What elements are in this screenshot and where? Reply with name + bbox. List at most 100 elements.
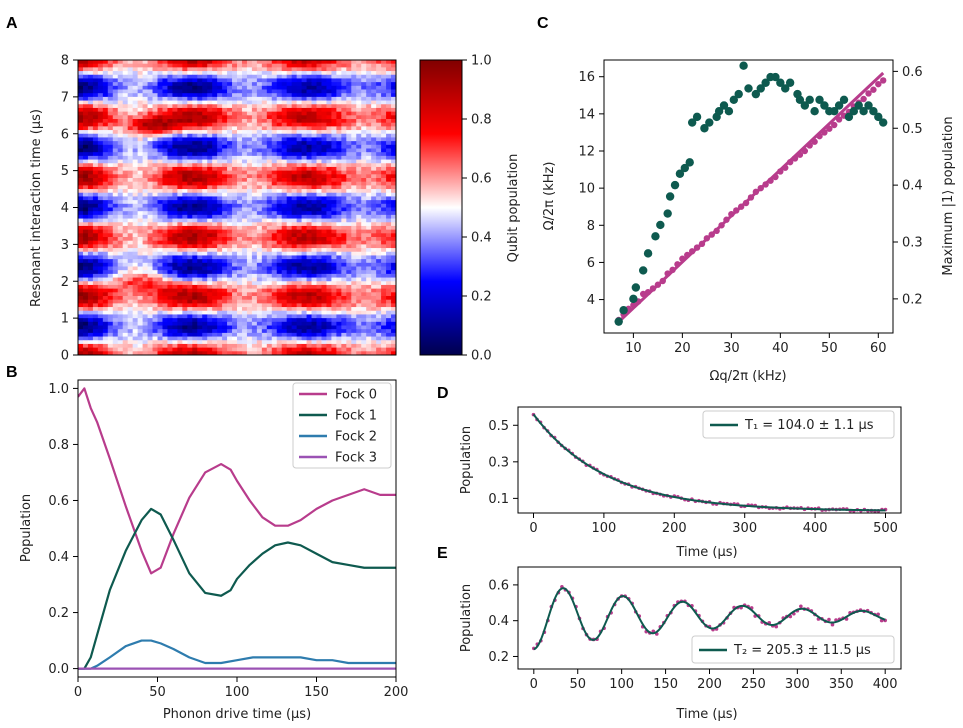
heatmap-cell	[167, 237, 173, 242]
heatmap-cell	[227, 248, 233, 253]
heatmap-cell	[301, 296, 307, 301]
heatmap-cell	[341, 85, 347, 90]
heatmap-cell	[207, 288, 213, 293]
heatmap-cell	[157, 189, 163, 194]
heatmap-cell	[271, 299, 278, 304]
heatmap-cell	[381, 163, 387, 168]
heatmap-cell	[227, 78, 233, 83]
heatmap-cell	[192, 237, 198, 242]
heatmap-cell	[78, 207, 84, 212]
heatmap-cell	[172, 71, 178, 76]
heatmap-cell	[291, 310, 298, 315]
heatmap-cell	[291, 63, 298, 68]
heatmap-cell	[306, 78, 312, 83]
heatmap-cell	[346, 211, 352, 216]
heatmap-cell	[301, 318, 307, 323]
heatmap-cell	[281, 237, 288, 242]
heatmap-cell	[346, 155, 352, 160]
heatmap-cell	[202, 281, 208, 286]
heatmap-cell	[237, 310, 243, 315]
heatmap-cell	[237, 251, 243, 256]
heatmap-cell	[172, 192, 178, 197]
heatmap-cell	[132, 251, 139, 256]
heatmap-cell	[207, 296, 213, 301]
heatmap-cell	[217, 325, 223, 330]
heatmap-cell	[286, 115, 293, 120]
heatmap-cell	[117, 262, 124, 267]
heatmap-cell	[381, 314, 387, 319]
heatmap-cell	[366, 148, 372, 153]
heatmap-cell	[117, 185, 124, 190]
heatmap-cell	[78, 273, 84, 278]
heatmap-cell	[92, 155, 99, 160]
heatmap-cell	[266, 60, 273, 65]
heatmap-cell	[117, 144, 124, 149]
heatmap-cell	[212, 214, 218, 219]
heatmap-cell	[261, 85, 268, 90]
heatmap-cell	[256, 318, 263, 323]
heatmap-cell	[167, 292, 173, 297]
heatmap-cell	[331, 332, 337, 337]
heatmap-cell	[137, 71, 143, 76]
heatmap-cell	[301, 262, 307, 267]
heatmap-cell	[167, 314, 173, 319]
heatmap-cell	[246, 126, 253, 131]
heatmap-cell	[212, 211, 218, 216]
heatmap-cell	[182, 104, 188, 109]
heatmap-cell	[251, 71, 258, 76]
heatmap-cell	[331, 244, 337, 249]
heatmap-cell	[117, 96, 124, 101]
heatmap-cell	[172, 266, 178, 271]
heatmap-cell	[346, 96, 352, 101]
heatmap-cell	[376, 71, 382, 76]
heatmap-cell	[197, 174, 203, 179]
heatmap-cell	[232, 244, 238, 249]
heatmap-cell	[232, 126, 238, 131]
heatmap-cell	[152, 325, 158, 330]
heatmap-cell	[356, 211, 362, 216]
heatmap-cell	[187, 203, 193, 208]
heatmap-cell	[227, 296, 233, 301]
heatmap-cell	[212, 318, 218, 323]
heatmap-cell	[386, 60, 392, 65]
heatmap-cell	[351, 104, 357, 109]
heatmap-cell	[316, 111, 322, 116]
heatmap-cell	[82, 233, 89, 238]
heatmap-cell	[336, 115, 342, 120]
heatmap-cell	[271, 189, 278, 194]
heatmap-cell	[167, 192, 173, 197]
heatmap-cell	[217, 288, 223, 293]
heatmap-cell	[341, 307, 347, 312]
heatmap-cell	[256, 211, 263, 216]
heatmap-cell	[331, 100, 337, 105]
heatmap-cell	[187, 240, 193, 245]
heatmap-cell	[321, 130, 327, 135]
heatmap-cell	[142, 111, 148, 116]
heatmap-cell	[346, 262, 352, 267]
heatmap-cell	[192, 296, 198, 301]
heatmap-cell	[271, 288, 278, 293]
heatmap-cell	[361, 251, 367, 256]
heatmap-cell	[271, 321, 278, 326]
heatmap-cell	[212, 185, 218, 190]
panel-label-a: A	[6, 15, 18, 32]
heatmap-cell	[351, 270, 357, 275]
heatmap-cell	[137, 233, 143, 238]
heatmap-cell	[212, 314, 218, 319]
heatmap-cell	[122, 85, 129, 90]
heatmap-cell	[82, 63, 89, 68]
heatmap-cell	[391, 67, 397, 72]
heatmap-cell	[192, 248, 198, 253]
heatmap-cell	[386, 299, 392, 304]
heatmap-cell	[376, 307, 382, 312]
heatmap-cell	[311, 321, 317, 326]
heatmap-cell	[222, 100, 228, 105]
heatmap-cell	[212, 273, 218, 278]
heatmap-cell	[182, 96, 188, 101]
heatmap-cell	[321, 174, 327, 179]
heatmap-cell	[112, 207, 119, 212]
heatmap-cell	[241, 214, 248, 219]
heatmap-cell	[197, 196, 203, 201]
heatmap-cell	[177, 214, 183, 219]
heatmap-cell	[162, 67, 168, 72]
